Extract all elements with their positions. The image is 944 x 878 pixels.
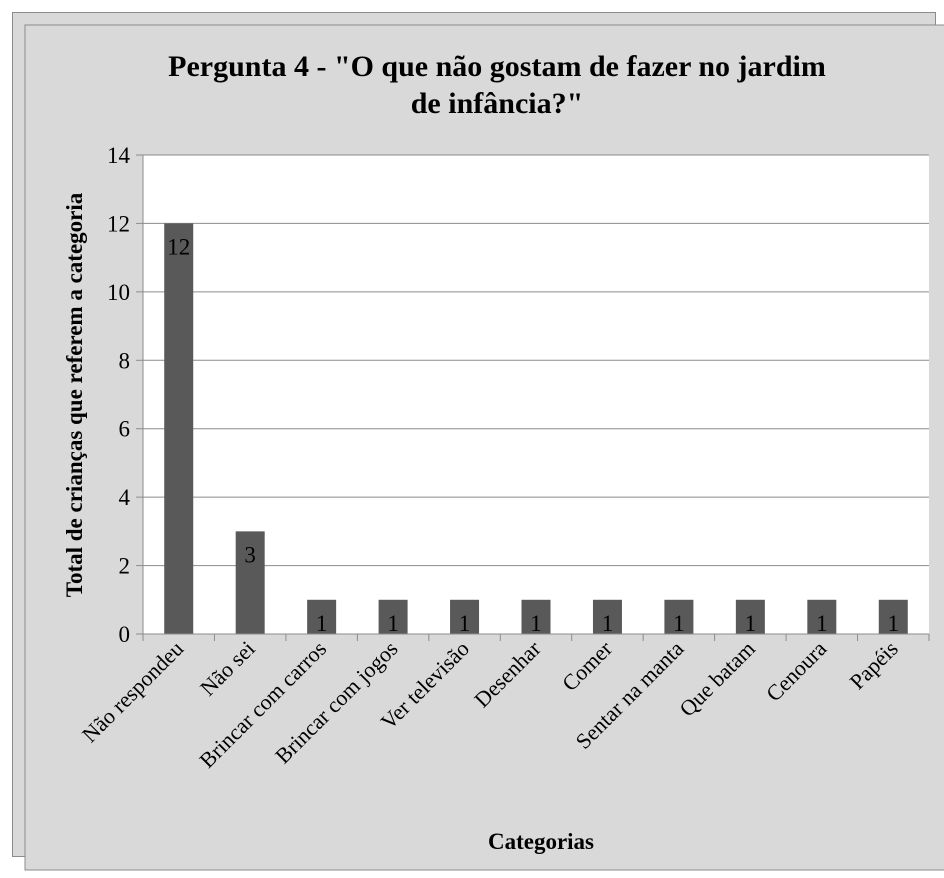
data-label: 1 [888, 611, 900, 636]
bar [307, 599, 337, 634]
data-label: 1 [673, 611, 685, 636]
bar [164, 223, 194, 634]
axes [136, 154, 930, 641]
y-axis-title: Total de crianças que referem a categori… [62, 192, 87, 597]
bars [164, 223, 908, 634]
data-label: 12 [167, 234, 190, 259]
bar [807, 599, 837, 634]
chart-frame: Pergunta 4 - "O que não gostam de fazer … [12, 12, 944, 871]
y-tick-label: 8 [119, 348, 131, 373]
y-tick-label: 0 [119, 622, 131, 647]
x-axis-title: Categorias [488, 829, 594, 854]
plot-area [143, 155, 929, 634]
data-label: 1 [745, 611, 757, 636]
bar [378, 599, 408, 634]
bar [235, 531, 265, 634]
data-label: 1 [459, 611, 471, 636]
y-tick-label: 12 [107, 211, 130, 236]
bar [450, 599, 480, 634]
bar-chart: Pergunta 4 - "O que não gostam de fazer … [24, 24, 944, 871]
chart-title-line-2: de infância?" [411, 87, 584, 120]
y-tick-label: 2 [119, 554, 131, 579]
y-tick-label: 10 [107, 280, 130, 305]
bar [521, 599, 551, 634]
y-tick-label: 14 [107, 143, 131, 168]
gridlines [143, 154, 929, 567]
y-tick-label: 4 [119, 485, 131, 510]
bar [878, 599, 908, 634]
chart-title-line-1: Pergunta 4 - "O que não gostam de fazer … [168, 50, 826, 83]
y-tick-labels: 0 2 4 6 8 10 12 14 [107, 143, 131, 647]
data-label: 3 [244, 542, 256, 567]
data-label: 1 [387, 611, 399, 636]
data-label: 1 [602, 611, 614, 636]
bar [592, 599, 622, 634]
bar [664, 599, 694, 634]
data-label: 1 [316, 611, 328, 636]
data-label: 1 [530, 611, 542, 636]
y-tick-label: 6 [119, 417, 131, 442]
data-labels: 12 3 1 1 1 1 1 1 1 1 1 [167, 234, 899, 635]
bar [735, 599, 765, 634]
data-label: 1 [816, 611, 828, 636]
